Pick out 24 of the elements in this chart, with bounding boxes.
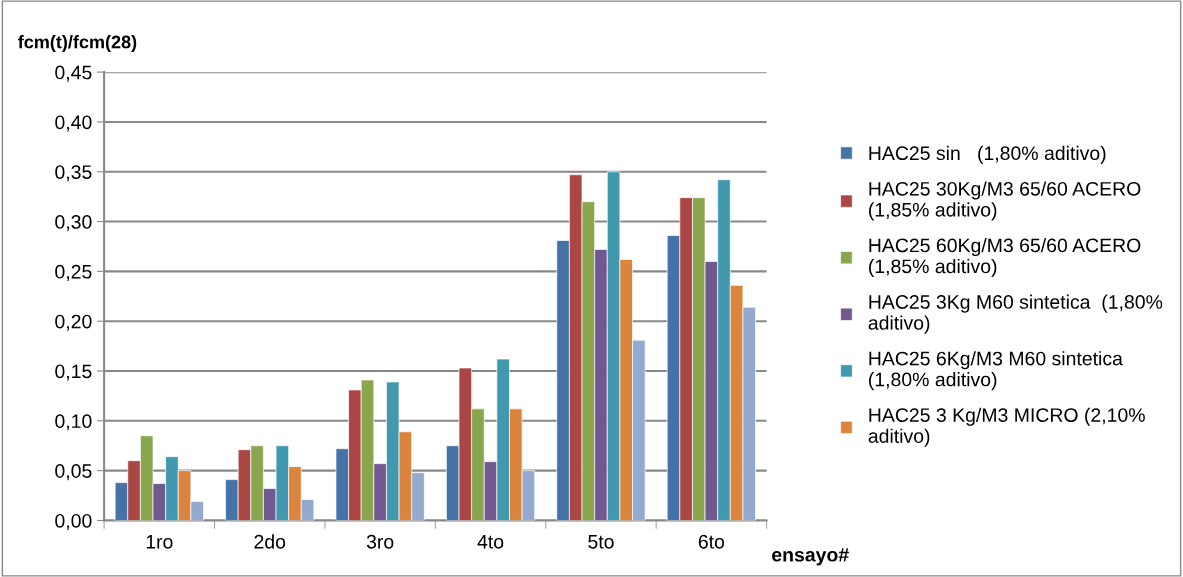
x-tick-label: 1ro bbox=[146, 535, 173, 549]
x-tick-label: 5to bbox=[588, 535, 614, 549]
legend-label: HAC25 30Kg/M3 65/60 ACERO (1,85% aditivo) bbox=[869, 181, 1141, 221]
x-tick-label: 2do bbox=[254, 534, 286, 549]
x-tick-label: 6to bbox=[698, 534, 725, 549]
legend-label: HAC25 60Kg/M3 65/60 ACERO (1,85% aditivo) bbox=[869, 238, 1141, 278]
y-tick-label: 0,45 bbox=[55, 65, 92, 82]
x-tick-label: 4to bbox=[477, 535, 504, 549]
y-tick-label: 0,25 bbox=[55, 264, 92, 281]
legend-label: HAC25 3Kg M60 sintetica (1,80% aditivo) bbox=[868, 294, 1163, 334]
y-axis-title: fcm(t)/fcm(28) bbox=[18, 35, 137, 52]
legend-label: HAC25 3 Kg/M3 MICRO (2,10% aditivo) bbox=[868, 407, 1145, 447]
y-tick-label: 0,10 bbox=[55, 414, 92, 431]
x-axis-title: ensayo# bbox=[772, 548, 849, 566]
y-tick-label: 0,35 bbox=[55, 165, 92, 182]
legend-label: HAC25 sin (1,80% aditivo) bbox=[869, 145, 1106, 164]
y-tick-label: 0,20 bbox=[55, 314, 92, 331]
y-tick-label: 0,00 bbox=[55, 513, 92, 530]
legend-label: HAC25 6Kg/M3 M60 sintetica (1,80% aditivo) bbox=[869, 351, 1123, 391]
x-tick-label: 3ro bbox=[366, 534, 394, 549]
y-tick-label: 0,30 bbox=[55, 215, 92, 232]
y-tick-label: 0,40 bbox=[55, 115, 92, 132]
y-tick-label: 0,05 bbox=[55, 464, 92, 481]
y-tick-label: 0,15 bbox=[55, 364, 92, 381]
